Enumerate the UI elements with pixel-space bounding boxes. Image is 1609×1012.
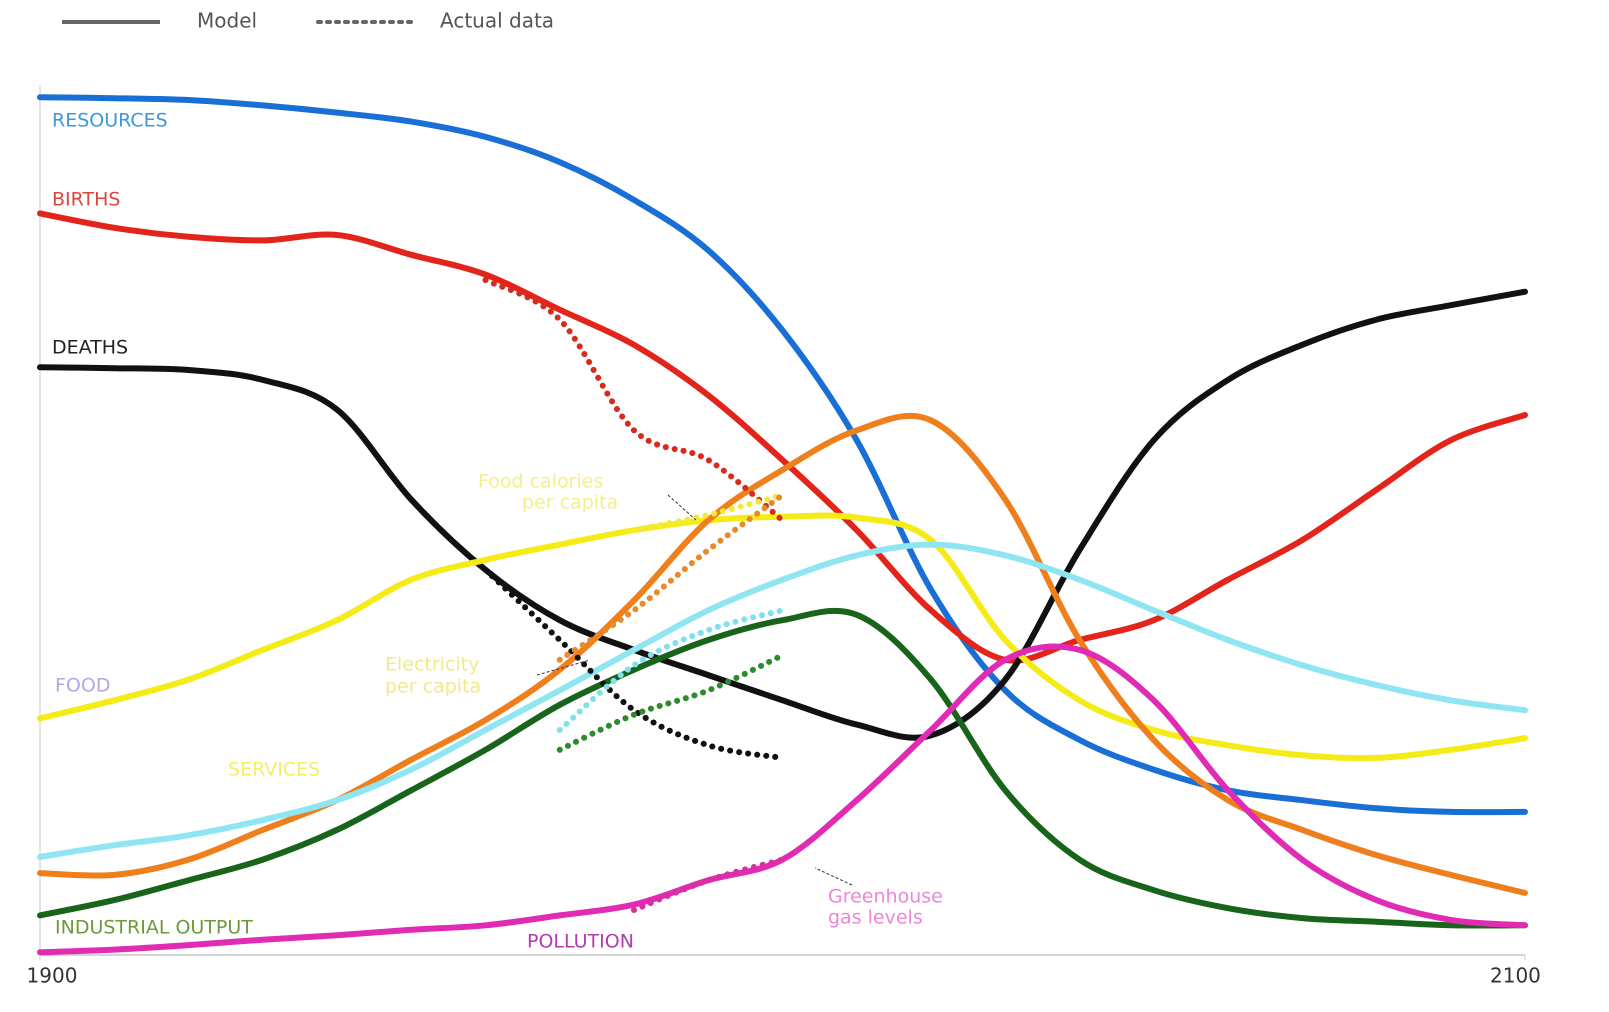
model-line xyxy=(37,512,1528,762)
actual-data-line xyxy=(631,492,786,534)
model-line xyxy=(37,288,1528,741)
series-label: POLLUTION xyxy=(527,931,634,953)
legend-label: Actual data xyxy=(440,9,554,33)
annotation: Electricity xyxy=(385,654,479,676)
series-label: FOOD xyxy=(55,675,110,697)
actual-data-line xyxy=(556,652,786,753)
series-label: RESOURCES xyxy=(52,110,168,132)
model-line xyxy=(37,607,1528,929)
actual-data-line xyxy=(556,492,786,663)
series-label: SERVICES xyxy=(228,759,320,781)
actual-data-line xyxy=(631,856,786,913)
annotation-leader xyxy=(536,659,591,676)
annotation: gas levels xyxy=(828,907,923,929)
actual-data-line xyxy=(482,566,786,761)
model-line xyxy=(37,643,1528,956)
series-label: DEATHS xyxy=(52,337,128,359)
x-tick-label: 2100 xyxy=(1490,964,1541,988)
actual-data-line xyxy=(482,277,786,524)
x-tick-label: 1900 xyxy=(27,964,78,988)
actual-data-line xyxy=(556,607,786,733)
legend-label: Model xyxy=(197,9,257,33)
annotation: per capita xyxy=(522,492,618,514)
annotation: per capita xyxy=(385,676,481,698)
model-line xyxy=(37,541,1528,860)
annotation: Food calories xyxy=(478,471,603,493)
annotation: Greenhouse xyxy=(828,886,943,908)
series-label: BIRTHS xyxy=(52,189,120,211)
model-line xyxy=(37,94,1528,816)
series-label: INDUSTRIAL OUTPUT xyxy=(55,917,253,939)
model-line xyxy=(37,210,1528,664)
annotation-leader xyxy=(814,867,853,886)
annotation-leader xyxy=(667,494,697,521)
